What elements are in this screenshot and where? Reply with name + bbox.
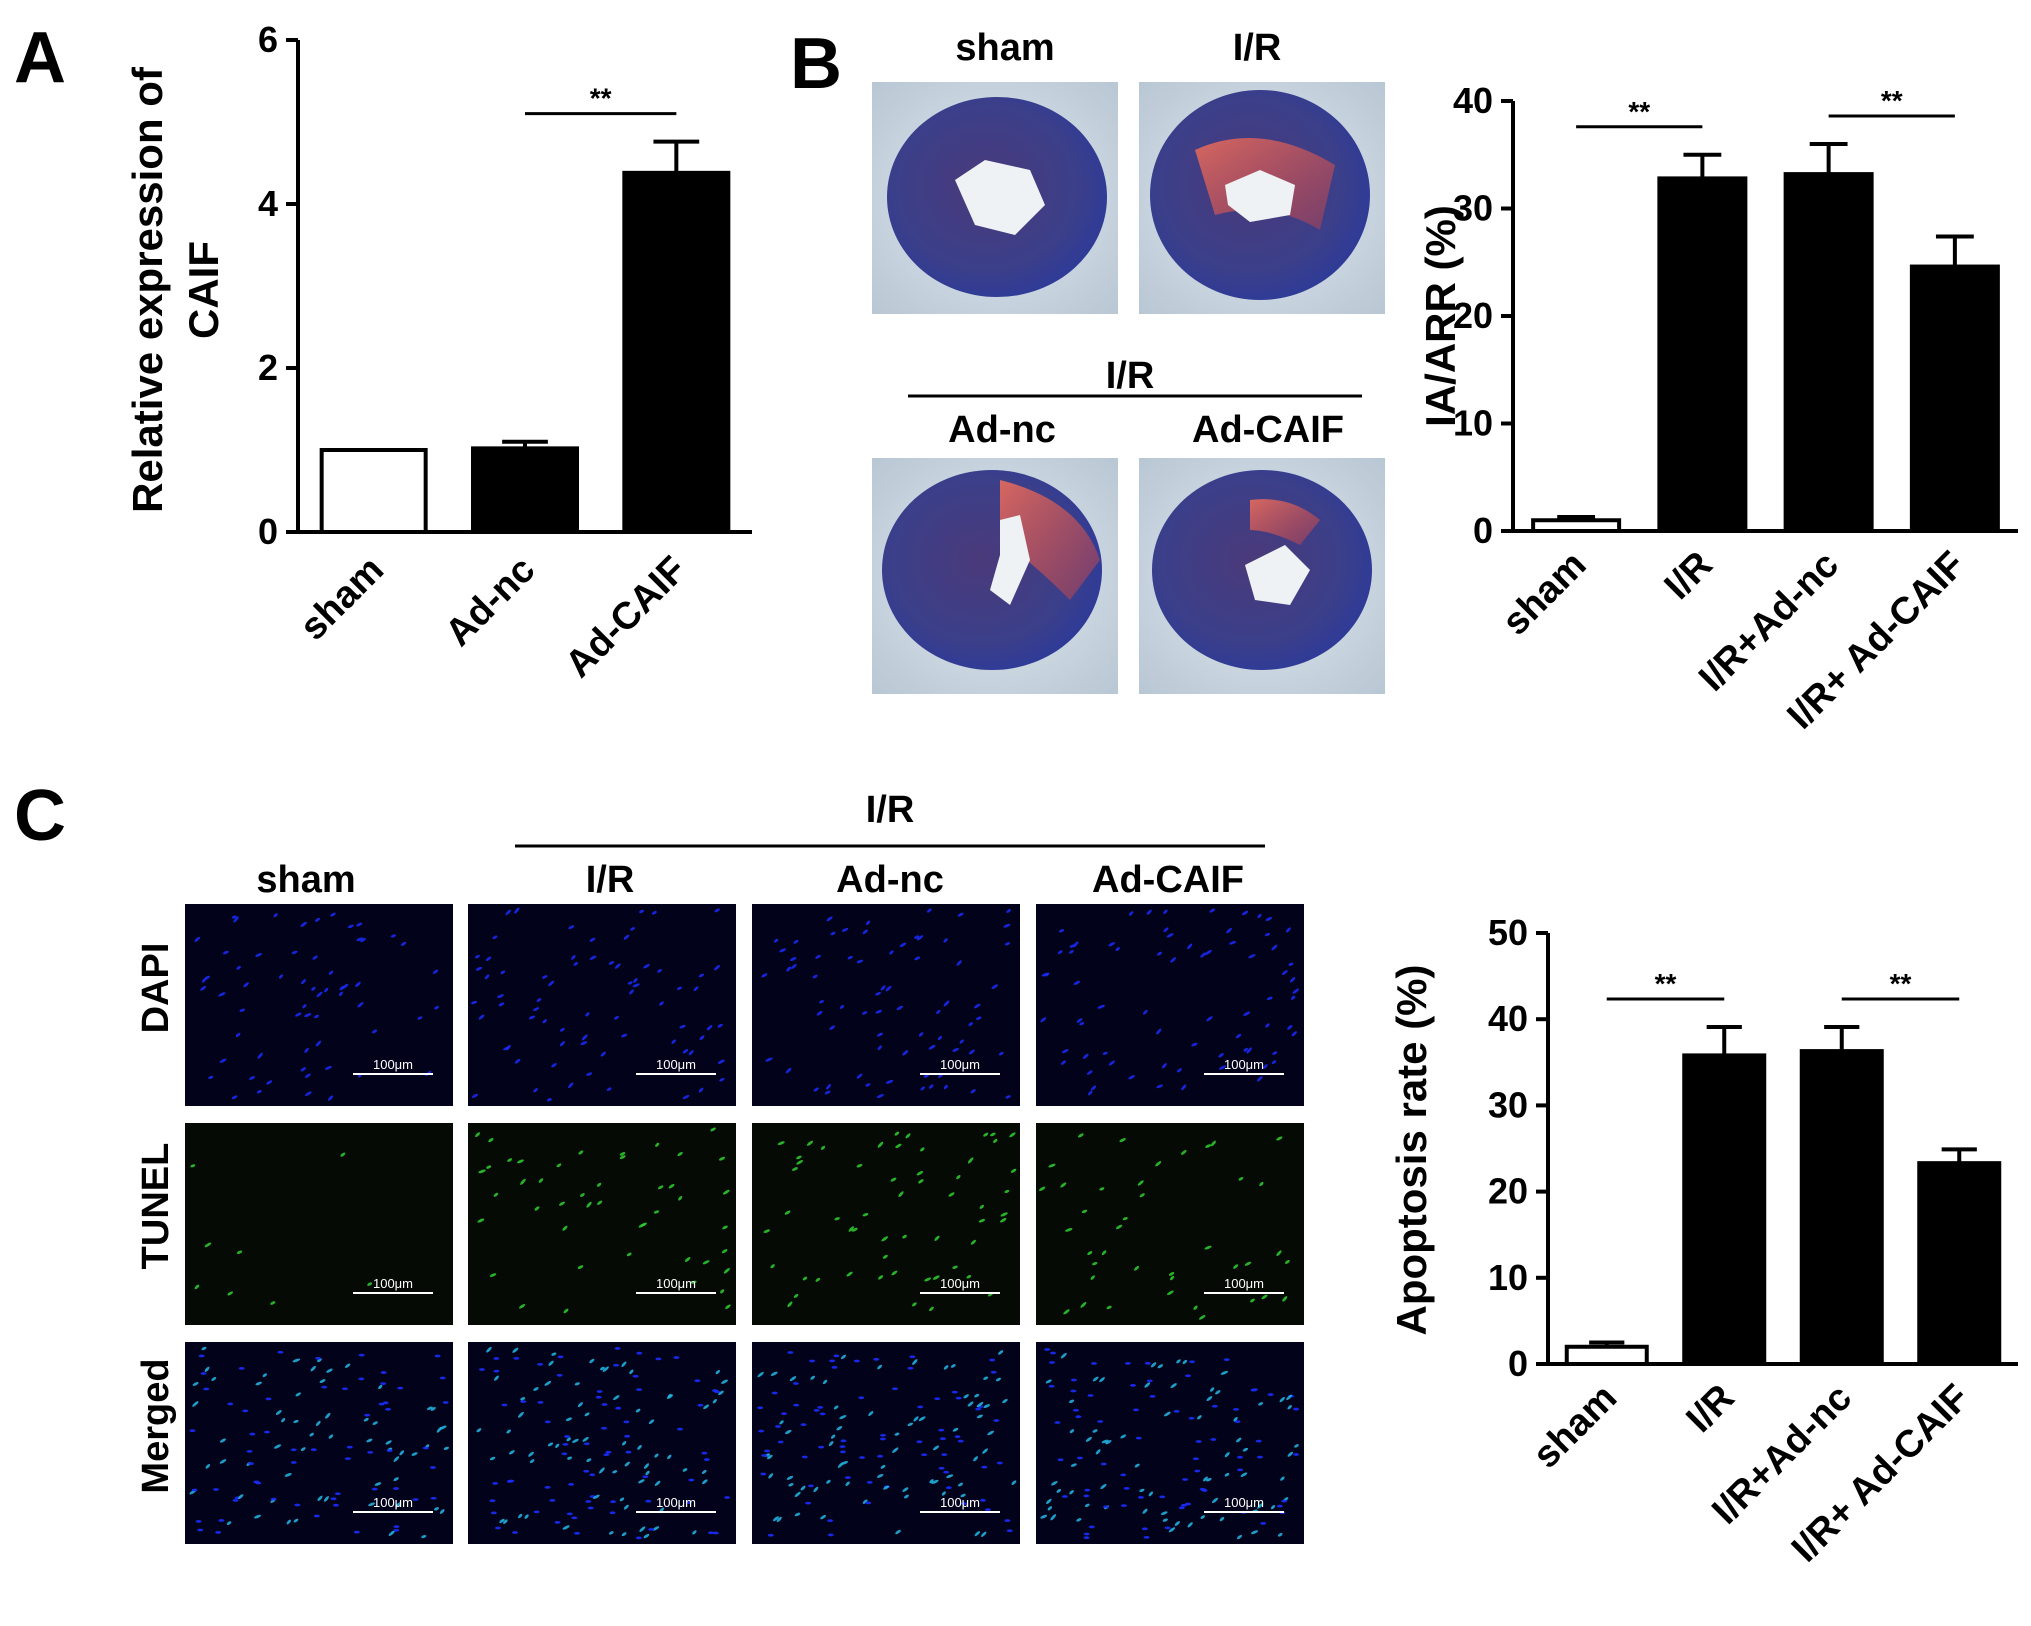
bar-ad-nc	[471, 446, 579, 534]
micrograph-merged-ad-caif: 100μm	[1036, 1342, 1304, 1544]
significance-label: **	[1881, 85, 1903, 116]
micrograph-tunel-ad-nc: 100μm	[752, 1123, 1020, 1325]
micro-col-label-ad-caif: Ad-CAIF	[1092, 859, 1244, 901]
category-label: sham	[1495, 544, 1595, 644]
scale-bar-label: 100μm	[656, 1276, 696, 1291]
significance-label: **	[590, 83, 612, 114]
photo-label-sham: sham	[955, 27, 1054, 69]
scale-bar-label: 100μm	[373, 1495, 413, 1510]
micrograph-tunel-sham: 100μm	[185, 1123, 453, 1325]
y-tick-label: 0	[1508, 1343, 1528, 1384]
y-tick-label: 0	[1473, 510, 1493, 551]
y-tick-label: 4	[258, 183, 278, 224]
y-tick-label: 50	[1488, 912, 1528, 953]
category-label: sham	[292, 549, 392, 649]
micrograph-dapi-sham: 100μm	[185, 904, 453, 1106]
category-label: sham	[1525, 1377, 1625, 1477]
micro-grid: 100μm 100μm 100μm 100μm 100μm 100μm 100μm 100μm…	[185, 904, 1304, 1544]
category-label: I/R	[1679, 1377, 1743, 1441]
panel-b-photos: sham I/R I/R Ad-nc Ad-CAIF	[872, 27, 1385, 694]
significance-label: **	[1890, 968, 1912, 999]
heart-photo-ad-caif	[1139, 458, 1385, 694]
panel-letter-c: C	[14, 776, 66, 856]
y-tick-label: 6	[258, 19, 278, 60]
y-tick-label: 30	[1488, 1084, 1528, 1125]
panel-c-micrographs: I/R sham I/R Ad-nc Ad-CAIF DAPI TUNEL Me…	[135, 789, 1304, 1544]
micrograph-dapi-ad-caif: 100μm	[1036, 904, 1304, 1106]
scale-bar-label: 100μm	[373, 1057, 413, 1072]
y-tick-label: 40	[1453, 80, 1493, 121]
category-label: Ad-nc	[438, 549, 544, 655]
micro-row-label-merged: Merged	[135, 1358, 177, 1493]
micrograph-merged-sham: 100μm	[185, 1342, 453, 1544]
bar-i-r	[1682, 1053, 1767, 1367]
y-tick-label: 2	[258, 347, 278, 388]
panel-letter-b: B	[790, 24, 842, 104]
category-label: I/R	[1657, 544, 1721, 608]
scale-bar-label: 100μm	[1224, 1495, 1264, 1510]
y-tick-label: 0	[258, 511, 278, 552]
bar-i-r-ad-caif	[1909, 264, 2000, 533]
y-tick-label: 20	[1453, 295, 1493, 336]
y-axis-label-b: IA/ARR (%)	[1417, 205, 1464, 427]
bar-i-r-ad-nc	[1799, 1049, 1884, 1366]
micro-col-label-ad-nc: Ad-nc	[836, 859, 944, 901]
bar-i-r-ad-nc	[1783, 172, 1874, 533]
y-axis-label-c: Apoptosis rate (%)	[1388, 964, 1435, 1335]
y-tick-label: 20	[1488, 1171, 1528, 1212]
scale-bar-label: 100μm	[656, 1057, 696, 1072]
micro-col-label-ir: I/R	[586, 859, 635, 901]
chart-a-expression: 0 2 4 6 Relative expression of CAIF sham Ad-nc A…	[124, 19, 752, 686]
micrograph-tunel-ir: 100μm	[468, 1123, 736, 1325]
bar-ad-caif	[622, 170, 731, 534]
bar-sham	[319, 448, 428, 534]
micrograph-tunel-ad-caif: 100μm	[1036, 1123, 1304, 1325]
scale-bar-label: 100μm	[656, 1495, 696, 1510]
y-tick-label: 10	[1488, 1257, 1528, 1298]
photo-label-ad-caif: Ad-CAIF	[1192, 409, 1344, 451]
micrograph-merged-ad-nc: 100μm	[752, 1342, 1020, 1544]
micrograph-dapi-ad-nc: 100μm	[752, 904, 1020, 1106]
significance-label: **	[1655, 968, 1677, 999]
photo-label-ad-nc: Ad-nc	[948, 409, 1056, 451]
y-tick-label: 40	[1488, 998, 1528, 1039]
heart-photo-sham	[872, 82, 1118, 314]
scale-bar-label: 100μm	[940, 1057, 980, 1072]
micro-row-label-tunel: TUNEL	[135, 1143, 177, 1270]
y-tick-label: 10	[1453, 403, 1493, 444]
category-label: Ad-CAIF	[558, 549, 695, 686]
bar-i-r-ad-caif	[1917, 1161, 2002, 1367]
y-axis-label-a: Relative expression of CAIF	[124, 66, 227, 513]
scale-bar-label: 100μm	[373, 1276, 413, 1291]
micro-group-label-ir: I/R	[866, 789, 915, 831]
scale-bar-label: 100μm	[1224, 1057, 1264, 1072]
heart-photo-ad-nc	[872, 458, 1118, 694]
panel-letter-a: A	[14, 18, 66, 98]
photo-label-ir: I/R	[1233, 27, 1282, 69]
bar-i-r	[1657, 176, 1748, 533]
significance-label: **	[1628, 96, 1650, 127]
scale-bar-label: 100μm	[940, 1276, 980, 1291]
y-tick-label: 30	[1453, 188, 1493, 229]
micro-col-label-sham: sham	[256, 859, 355, 901]
photo-group-label-ir: I/R	[1106, 355, 1155, 397]
micro-row-label-dapi: DAPI	[135, 943, 177, 1034]
micrograph-dapi-ir: 100μm	[468, 904, 736, 1106]
bar-sham	[1564, 1344, 1649, 1367]
heart-photo-ir	[1139, 82, 1385, 314]
scale-bar-label: 100μm	[1224, 1276, 1264, 1291]
scale-bar-label: 100μm	[940, 1495, 980, 1510]
micrograph-merged-ir: 100μm	[468, 1342, 736, 1544]
bar-sham	[1531, 518, 1622, 533]
